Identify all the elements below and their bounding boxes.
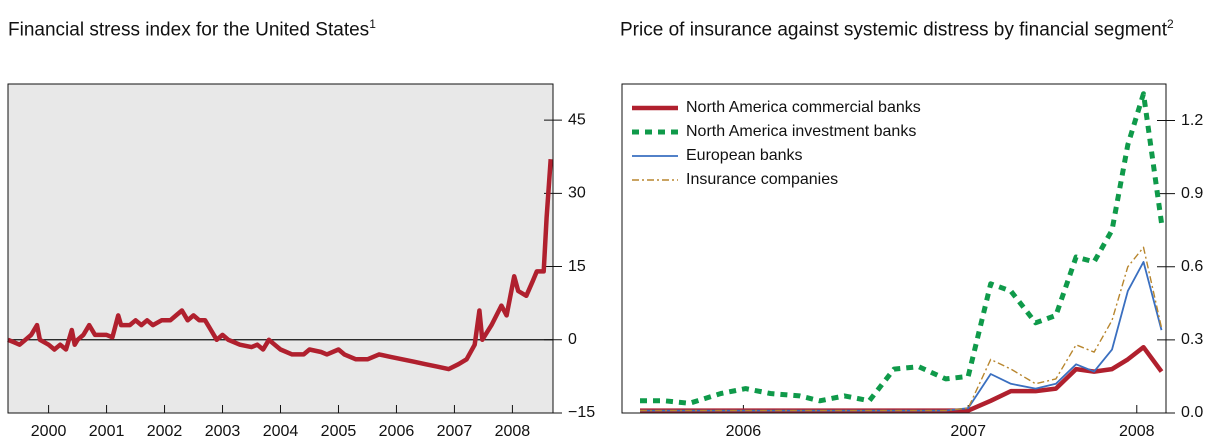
x-tick-label: 2003 [205,423,241,440]
plot-area [622,84,1166,413]
x-tick-label: 2008 [1119,423,1155,440]
title-note: 2 [1167,17,1174,31]
y-tick-label: −15 [568,404,595,421]
data-line [640,246,1163,412]
x-tick-label: 2006 [379,423,415,440]
x-tick-label: 2001 [89,423,125,440]
y-tick-label: 0.6 [1181,258,1203,275]
y-tick-label: 0.0 [1181,404,1203,421]
y-tick-label: 30 [568,185,586,202]
x-tick-label: 2006 [726,423,762,440]
plot-frame [7,83,554,414]
title-text: Price of insurance against systemic dist… [620,19,1168,41]
plot-area [8,84,553,413]
x-tick-label: 2002 [147,423,183,440]
data-line [7,159,553,372]
x-tick-label: 2008 [495,423,531,440]
y-tick-label: 15 [568,258,586,275]
x-tick-label: 2007 [437,423,473,440]
chart-title: Price of insurance against systemic dist… [620,14,1220,40]
legend-label: European banks [686,147,803,164]
x-tick-label: 2000 [31,423,67,440]
x-tick-label: 2004 [263,423,299,440]
title-note: 1 [369,17,376,31]
legend-label: North America investment banks [686,123,916,140]
chart-title: Financial stress index for the United St… [8,14,568,40]
x-tick-label: 2005 [321,423,357,440]
y-tick-label: 1.2 [1181,112,1203,129]
y-tick-label: 0.3 [1181,331,1203,348]
plot-frame [621,83,1167,414]
title-text: Financial stress index for the United St… [8,19,370,41]
y-tick-label: 0 [568,331,577,348]
y-tick-label: 0.9 [1181,185,1203,202]
x-tick-label: 2007 [950,423,986,440]
legend-label: North America commercial banks [686,99,921,116]
data-line [640,91,1164,406]
y-tick-label: 45 [568,111,586,128]
legend-label: Insurance companies [686,171,838,188]
